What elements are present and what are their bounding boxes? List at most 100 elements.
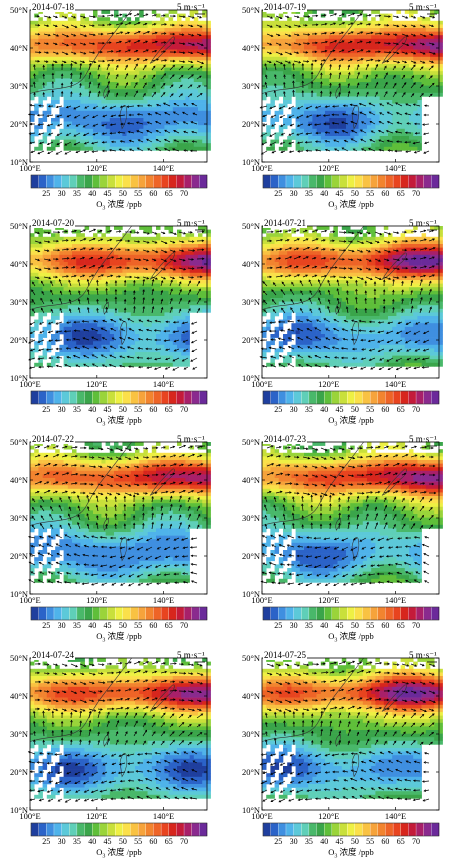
wind-scale-label: 5 m·s⁻¹ [409,434,437,444]
date-label: 2014-07-23 [263,434,307,444]
x-tick-label: 100°E [19,163,41,173]
colorbar-tick: 70 [180,189,189,198]
date-label: 2014-07-21 [263,218,307,228]
coastline [29,9,175,130]
colorbar-tick: 30 [289,405,298,414]
y-tick-label: 10°N [241,805,260,815]
colorbar-tick: 70 [412,837,421,846]
y-tick-label: 40°N [241,475,260,485]
map-frame [261,225,440,379]
colorbar-tick: 55 [366,837,375,846]
x-tick-label: 140°E [152,379,175,389]
colorbar-tick: 35 [72,189,81,198]
colorbar-tick: 35 [72,405,81,414]
colorbar-tick: 60 [149,405,158,414]
colorbar-tick: 45 [103,189,112,198]
ozone-field [30,658,211,799]
y-tick-label: 30°N [9,729,28,739]
colorbar-title: O3 浓度 /ppb [96,415,142,428]
colorbar-tick: 65 [396,405,405,414]
colorbar-tick: 35 [72,621,81,630]
x-tick-label: 140°E [384,595,407,605]
wind-vectors [28,444,204,587]
x-tick-label: 100°E [19,595,41,605]
wind-scale-label: 5 m·s⁻¹ [177,650,205,660]
map-svg-5 [28,441,211,621]
map-panel-6: 50°N 40°N 30°N 20°N 10°N 100°E 120°E 140°E 2014-… [232,432,464,648]
coastline [261,9,407,130]
colorbar-tick: 25 [42,837,51,846]
y-tick-label: 10°N [9,157,28,167]
x-tick-label: 140°E [152,811,175,821]
colorbar-tick: 55 [366,405,375,414]
y-tick-label: 20°N [241,119,260,129]
y-tick-label: 10°N [9,805,28,815]
colorbar-tick: 40 [88,837,97,846]
wind-scale-label: 5 m·s⁻¹ [177,434,205,444]
y-tick-label: 30°N [9,513,28,523]
y-tick-label: 50°N [241,437,260,447]
wind-vectors [259,660,436,803]
colorbar-tick: 25 [274,621,283,630]
y-tick-label: 10°N [241,589,260,599]
y-tick-label: 30°N [241,513,260,523]
date-label: 2014-07-18 [31,2,75,12]
y-tick-label: 20°N [9,767,28,777]
x-tick-label: 100°E [19,811,41,821]
map-svg-7 [27,657,211,837]
coastline [29,657,175,778]
coastline [261,441,407,562]
colorbar-tick: 70 [412,189,421,198]
x-tick-label: 120°E [318,811,340,821]
colorbar-tick: 25 [42,405,51,414]
x-tick-label: 120°E [86,379,108,389]
colorbar-tick: 25 [274,405,283,414]
map-svg-4 [259,225,443,405]
date-label: 2014-07-25 [263,650,307,660]
colorbar-tick: 35 [304,837,313,846]
wind-vectors [260,445,437,587]
map-panel-7: 50°N 40°N 30°N 20°N 10°N 100°E 120°E 140°E 2014-… [0,648,232,864]
y-tick-label: 40°N [241,43,260,53]
map-svg-8 [259,657,443,837]
colorbar-tick: 50 [118,189,127,198]
colorbar-tick: 55 [134,621,143,630]
date-label: 2014-07-22 [31,434,75,444]
colorbar-tick: 45 [335,189,344,198]
wind-scale-label: 5 m·s⁻¹ [409,218,437,228]
map-svg-1 [27,9,211,189]
y-tick-label: 10°N [9,589,28,599]
colorbar-tick: 65 [164,189,173,198]
colorbar-tick: 55 [134,837,143,846]
colorbar-tick: 55 [134,405,143,414]
y-tick-label: 50°N [241,221,260,231]
wind-scale-label: 5 m·s⁻¹ [409,650,437,660]
x-tick-label: 100°E [251,595,273,605]
colorbar-title: O3 浓度 /ppb [96,199,142,212]
ozone-field [30,226,211,367]
colorbar-tick: 40 [320,837,329,846]
y-tick-label: 50°N [9,5,28,15]
y-tick-label: 50°N [9,653,28,663]
x-tick-label: 100°E [251,379,273,389]
y-tick-label: 50°N [9,221,28,231]
y-tick-label: 40°N [241,691,260,701]
colorbar-title: O3 浓度 /ppb [328,415,374,428]
y-tick-label: 50°N [241,5,260,15]
colorbar-tick: 60 [149,837,158,846]
colorbar-tick: 50 [350,189,359,198]
y-tick-label: 30°N [9,297,28,307]
colorbar-tick: 50 [350,621,359,630]
x-tick-label: 120°E [86,163,108,173]
x-tick-label: 100°E [251,163,273,173]
colorbar-tick: 70 [180,405,189,414]
y-tick-label: 50°N [9,437,28,447]
colorbar [30,606,208,621]
x-tick-label: 120°E [86,811,108,821]
wind-scale-label: 5 m·s⁻¹ [177,2,205,12]
colorbar-tick: 40 [320,189,329,198]
colorbar-tick: 45 [335,837,344,846]
y-tick-label: 40°N [9,475,28,485]
wind-vectors [27,12,205,155]
colorbar-tick: 30 [57,405,66,414]
